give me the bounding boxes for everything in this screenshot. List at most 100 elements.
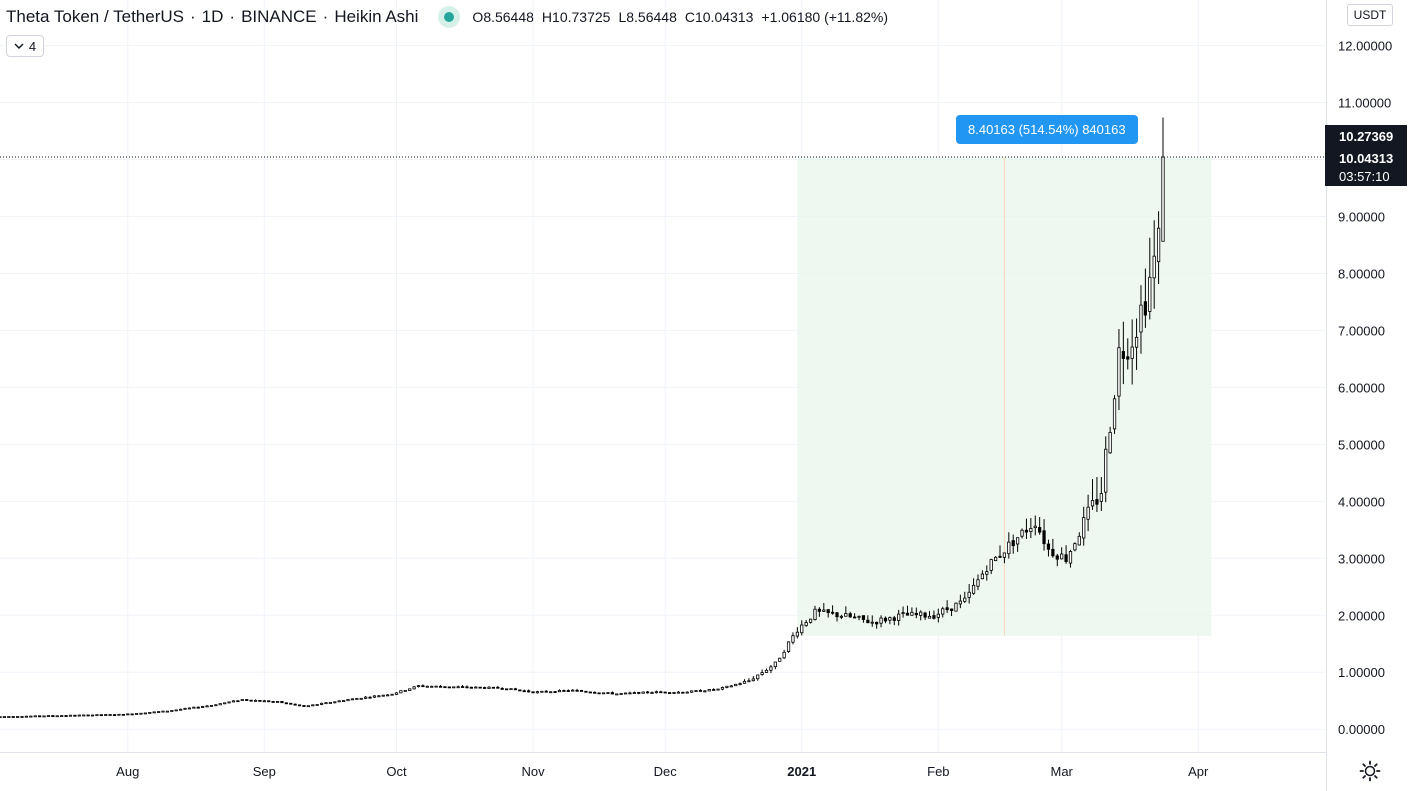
candle-body [0,716,2,719]
candle-body [623,692,628,695]
candle-body [381,694,385,697]
time-tick-label: Aug [116,764,139,779]
candle-body [86,714,90,717]
symbol-title[interactable]: Theta Token / TetherUS [6,7,184,26]
candle-body [223,702,227,705]
open-value: 8.56448 [483,9,534,25]
candle-body [280,700,284,704]
candle-body [1130,346,1134,359]
candle-body [482,687,487,689]
price-tick-label: 12.00000 [1338,39,1392,54]
candle-body [945,607,949,611]
candle-body [725,685,729,688]
candle-body [275,701,280,703]
candle-body [967,591,971,598]
candle-body [399,690,403,694]
candle-body [16,716,20,718]
candle-body [795,631,799,637]
candle-body [685,691,689,694]
candle-body [826,609,830,614]
measure-tool[interactable] [797,157,1212,636]
candle-body [676,691,681,694]
candle-series [0,117,1165,719]
measure-label[interactable]: 8.40163 (514.54%) 840163 [956,115,1138,144]
candle-body [1064,554,1068,562]
candle-body [289,702,293,705]
chart-style-label[interactable]: Heikin Ashi [334,7,419,26]
candle-body [302,705,306,707]
candle-body [1152,255,1156,279]
candle-body [1126,356,1130,360]
chart-legend: Theta Token / TetherUS · 1D · BINANCE · … [6,6,888,28]
candle-body [425,685,429,688]
candle-body [663,691,667,694]
candle-body [33,715,37,718]
candle-body [830,611,835,614]
candle-body [386,694,390,697]
candle-body [694,690,698,693]
candle-body [293,703,297,706]
candle-body [936,613,940,618]
price-tick-label: 5.00000 [1338,437,1385,452]
candle-body [196,706,200,709]
candle-body [7,716,11,718]
price-tick-label: 4.00000 [1338,494,1385,509]
candle-body [24,715,29,718]
candle-body [971,584,976,594]
candle-body [879,617,883,624]
candle-body [452,686,456,689]
interval-label[interactable]: 1D [201,7,224,26]
settings-button[interactable] [1357,758,1383,784]
candle-body [478,686,482,689]
candle-body [77,714,81,717]
price-tick-label: 9.00000 [1338,209,1385,224]
candle-body [126,713,130,716]
candle-body [253,699,258,702]
candle-body [416,685,421,688]
candle-body [1143,301,1147,316]
price-tick-label: 7.00000 [1338,323,1385,338]
candle-body [183,707,187,710]
candle-body [769,666,773,671]
candle-body [38,715,42,718]
candle-body [319,702,324,705]
exchange-label[interactable]: BINANCE [241,7,317,26]
price-tick-label: 11.00000 [1338,96,1391,111]
candle-body [267,700,271,703]
candle-body [11,716,15,718]
market-status-icon[interactable] [438,6,461,28]
candle-body [346,699,350,702]
candle-body [518,689,522,692]
candle-body [179,708,183,711]
candle-body [822,609,826,612]
candle-body [170,710,174,712]
candle-body [148,711,152,714]
candle-body [1007,541,1011,555]
indicators-collapse-button[interactable]: 4 [6,35,44,57]
candle-body [584,690,588,693]
candle-body [667,692,672,694]
candle-body [29,715,33,718]
candle-body [117,713,121,716]
candle-body [628,692,632,695]
candle-body [1073,543,1077,551]
candle-body [297,704,302,707]
candle-body [1038,527,1042,533]
candle-body [1055,555,1059,560]
candle-body [152,711,156,714]
candle-body [1104,448,1108,493]
candle-body [1046,543,1051,550]
candle-body [245,699,249,701]
candle-body [1117,347,1121,397]
chevron-down-icon [14,42,24,49]
candle-body [553,691,557,693]
candle-body [227,701,231,704]
candle-body [804,622,808,626]
currency-button[interactable]: USDT [1347,4,1393,26]
candle-body [773,661,777,668]
candle-body [1086,506,1090,520]
candle-body [932,615,936,619]
candle-body [954,602,958,612]
candle-body [474,686,478,689]
